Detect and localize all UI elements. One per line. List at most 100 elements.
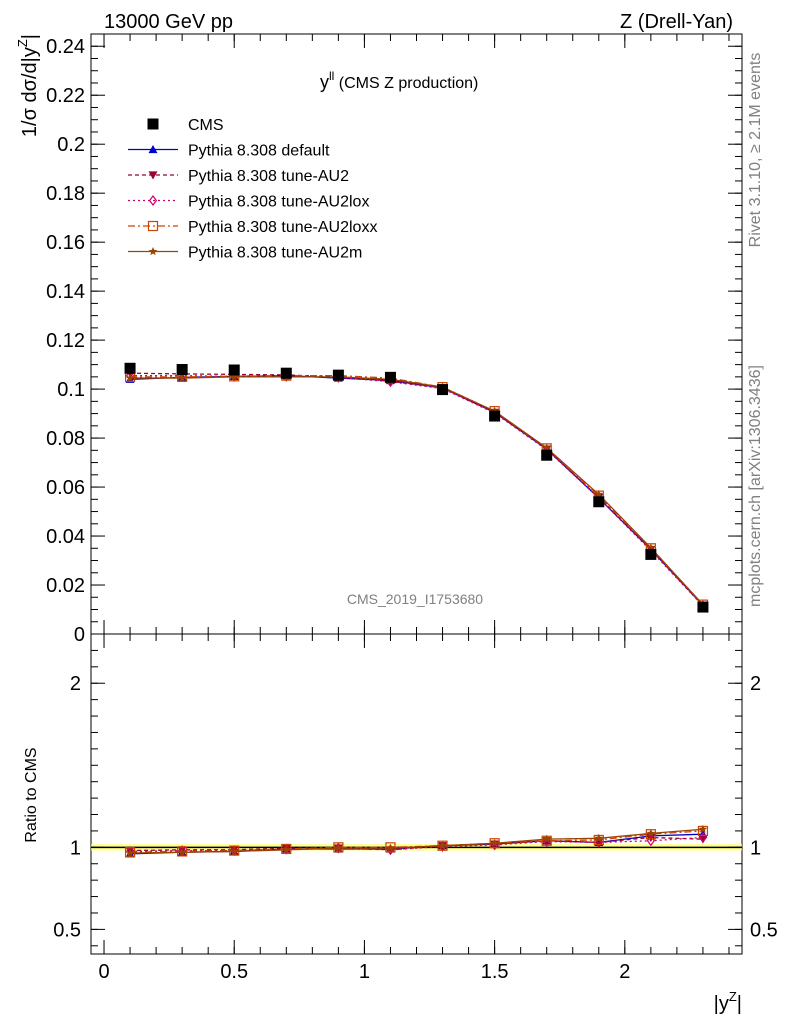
point-cms: [176, 364, 188, 376]
ratio-point-pythia-8-308-tune-au2m: [438, 841, 447, 850]
ratio-series-layer: [124, 824, 709, 858]
ratio-point-pythia-8-308-tune-au2m: [386, 843, 395, 852]
series-line-pythia-8-308-tune-au2m: [130, 376, 704, 606]
ratio-point-pythia-8-308-tune-au2m: [542, 834, 551, 843]
x-tick-label: 0.5: [220, 961, 248, 983]
legend-marker-pythia-8-308-tune-au2loxx: [147, 220, 159, 232]
ratio-y-tick-label: 2: [70, 673, 81, 695]
point-cms: [541, 449, 553, 461]
x-axis: 0 0.5 1 1.5 2: [98, 34, 730, 983]
x-tick-label: 0: [98, 961, 109, 983]
legend-label-pythia-8-308-tune-au2lox: Pythia 8.308 tune-AU2lox: [188, 194, 369, 211]
point-cms: [593, 496, 605, 508]
main-y-tick-label: 0.18: [46, 183, 85, 205]
header-right: Z (Drell-Yan): [620, 11, 733, 33]
xlabel-sup: Z: [729, 989, 737, 1004]
point-pythia-8-308-tune-au2m: [594, 489, 604, 499]
ratio-point-pythia-8-308-tune-au2loxx: [124, 847, 136, 858]
ratio-point-pythia-8-308-tune-au2lox: [542, 836, 551, 848]
ratio-y-tick-label: 0.5: [53, 919, 81, 941]
ratio-y-tick-label-right: 2: [750, 673, 761, 695]
point-cms: [697, 601, 709, 613]
point-pythia-8-308-tune-au2m: [229, 372, 239, 381]
legend-label-pythia-8-308-tune-au2loxx: Pythia 8.308 tune-AU2loxx: [188, 219, 377, 236]
ylabel-end: |: [19, 34, 41, 39]
main-y-tick-label: 0: [74, 624, 85, 646]
point-cms: [280, 367, 292, 379]
point-cms: [124, 362, 136, 374]
ratio-point-pythia-8-308-tune-au2loxx: [229, 845, 240, 856]
legend-marker-pythia-8-308-tune-au2m: [148, 247, 158, 256]
ratio-y-axis: 0.5 0.5 1 1 2 2: [53, 633, 778, 947]
ratio-point-pythia-8-308-tune-au2loxx: [281, 843, 292, 855]
x-axis-label: |yZ|: [714, 989, 742, 1015]
ylabel-main: 1/σ dσ/d|y: [19, 47, 41, 137]
main-y-tick-label: 0.02: [46, 575, 85, 597]
ratio-point-pythia-8-308-tune-au2lox: [178, 845, 187, 857]
legend-marker-cms: [147, 118, 159, 130]
main-y-tick-label: 0.16: [46, 232, 85, 254]
x-tick-label: 1: [359, 961, 370, 983]
rivet-label: Rivet 3.1.10, ≥ 2.1M events: [747, 53, 764, 248]
plot-title-rest: (CMS Z production): [334, 75, 478, 92]
point-pythia-8-308-tune-au2m: [542, 443, 551, 452]
point-cms: [489, 410, 501, 422]
point-pythia-8-308-tune-au2m: [177, 373, 187, 382]
ratio-point-pythia-8-308-tune-au2loxx: [333, 842, 344, 853]
ratio-point-pythia-8-308-tune-au2m: [698, 824, 708, 833]
ylabel-sup: Z: [15, 39, 30, 47]
ratio-plot-frame: [90, 633, 743, 955]
series-line-pythia-8-308-tune-au2: [130, 372, 704, 607]
ratio-point-pythia-8-308-tune-au2m: [490, 838, 499, 847]
ratio-point-pythia-8-308-tune-au2lox: [125, 845, 135, 857]
ratio-point-pythia-8-308-tune-au2m: [177, 847, 187, 856]
legend-label-cms: CMS: [188, 117, 224, 134]
ratio-point-pythia-8-308-tune-au2m: [646, 828, 656, 838]
ratio-y-tick-label-right: 0.5: [750, 919, 778, 941]
plot-title: yll (CMS Z production): [320, 69, 478, 92]
main-y-tick-label: 0.14: [46, 281, 85, 303]
main-y-tick-label: 0.04: [46, 526, 85, 548]
x-tick-label: 2: [619, 961, 630, 983]
legend-label-pythia-8-308-tune-au2m: Pythia 8.308 tune-AU2m: [188, 245, 362, 262]
ratio-point-pythia-8-308-tune-au2loxx: [177, 846, 188, 857]
main-y-tick-label: 0.24: [46, 36, 85, 58]
legend: CMS Pythia 8.308 default Pythia 8.308 tune…: [128, 117, 377, 262]
legend-label-pythia-8-308-default: Pythia 8.308 default: [188, 143, 330, 160]
mcplots-label: mcplots.cern.ch [arXiv:1306.3436]: [747, 365, 764, 607]
ratio-line-pythia-8-308-tune-au2: [130, 836, 703, 852]
ratio-line-pythia-8-308-tune-au2m: [130, 828, 703, 854]
legend-marker-pythia-8-308-tune-au2lox: [148, 195, 158, 206]
main-y-axis: 0 0.02 0.04 0.06 0.08 0.1 0.12 0.14 0.16 0.18 0.2 0…: [46, 33, 742, 646]
main-y-axis-label: 1/σ dσ/d|yZ|: [15, 34, 41, 137]
legend-label-pythia-8-308-tune-au2: Pythia 8.308 tune-AU2: [188, 168, 349, 185]
plot-title-main: y: [320, 72, 329, 92]
main-y-tick-label: 0.08: [46, 428, 85, 450]
x-tick-label: 1.5: [481, 961, 509, 983]
series-line-pythia-8-308-default: [130, 374, 704, 606]
main-series-layer: [124, 362, 709, 613]
header-left: 13000 GeV pp: [104, 11, 233, 33]
xlabel-end: |: [737, 993, 742, 1015]
legend-marker-pythia-8-308-default: [148, 145, 158, 154]
main-y-tick-label: 0.2: [57, 134, 85, 156]
main-y-tick-label: 0.06: [46, 477, 85, 499]
point-cms: [228, 364, 240, 376]
analysis-watermark: CMS_2019_I1753680: [347, 591, 483, 607]
point-pythia-8-308-tune-au2m: [125, 373, 135, 382]
plot-title-sup: ll: [329, 69, 334, 83]
point-cms: [332, 369, 344, 381]
main-y-tick-label: 0.22: [46, 85, 85, 107]
series-line-pythia-8-308-tune-au2lox: [130, 374, 704, 607]
ratio-y-tick-label: 1: [70, 837, 81, 859]
ratio-point-pythia-8-308-tune-au2m: [334, 843, 343, 852]
point-pythia-8-308-tune-au2lox: [125, 370, 135, 382]
point-cms: [384, 371, 396, 383]
ratio-y-axis-label: Ratio to CMS: [23, 747, 40, 842]
series-line-pythia-8-308-tune-au2loxx: [130, 374, 704, 606]
point-cms: [645, 548, 657, 560]
ratio-point-pythia-8-308-tune-au2m: [282, 845, 291, 854]
ratio-y-tick-label-right: 1: [750, 837, 761, 859]
ratio-point-pythia-8-308-tune-au2m: [125, 848, 135, 857]
